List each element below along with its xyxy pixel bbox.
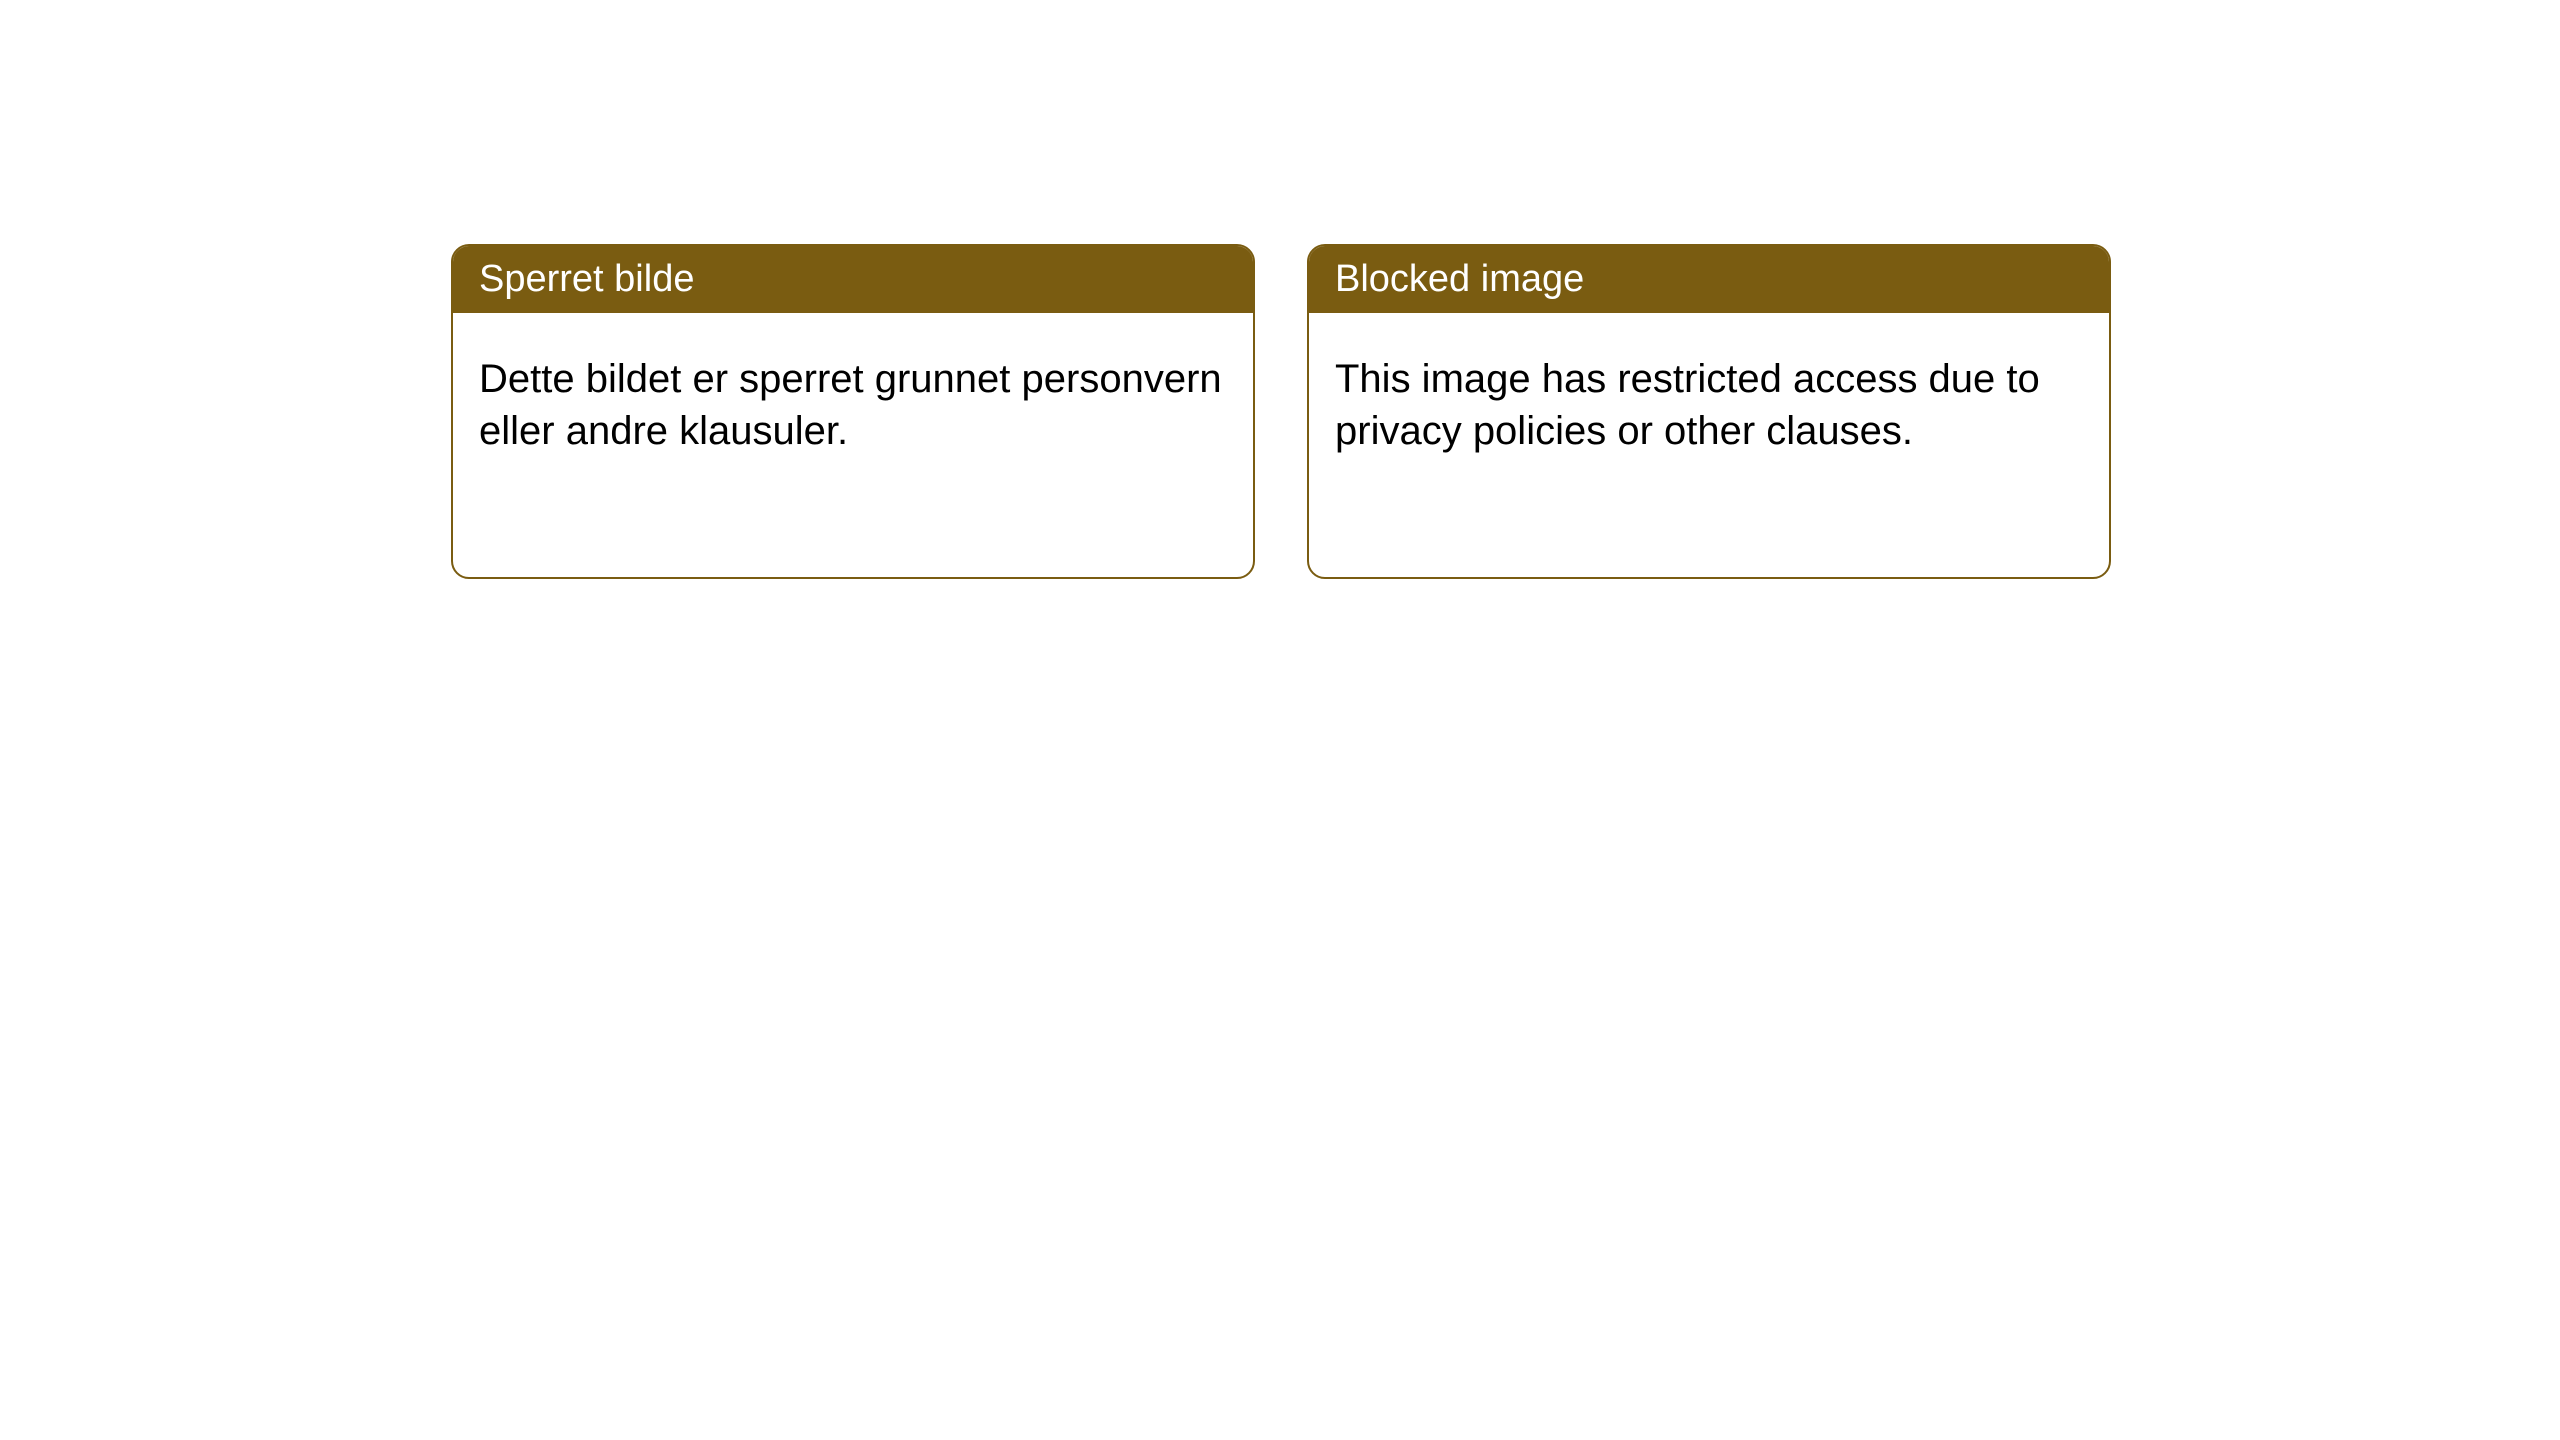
card-title-english: Blocked image <box>1335 258 1584 300</box>
card-header-english: Blocked image <box>1309 246 2109 313</box>
card-header-norwegian: Sperret bilde <box>453 246 1253 313</box>
card-text-norwegian: Dette bildet er sperret grunnet personve… <box>479 357 1222 453</box>
card-body-english: This image has restricted access due to … <box>1309 313 2109 497</box>
card-body-norwegian: Dette bildet er sperret grunnet personve… <box>453 313 1253 497</box>
card-text-english: This image has restricted access due to … <box>1335 357 2040 453</box>
card-title-norwegian: Sperret bilde <box>479 258 694 300</box>
notice-card-english: Blocked image This image has restricted … <box>1307 244 2111 579</box>
notice-container: Sperret bilde Dette bildet er sperret gr… <box>0 0 2560 579</box>
notice-card-norwegian: Sperret bilde Dette bildet er sperret gr… <box>451 244 1255 579</box>
